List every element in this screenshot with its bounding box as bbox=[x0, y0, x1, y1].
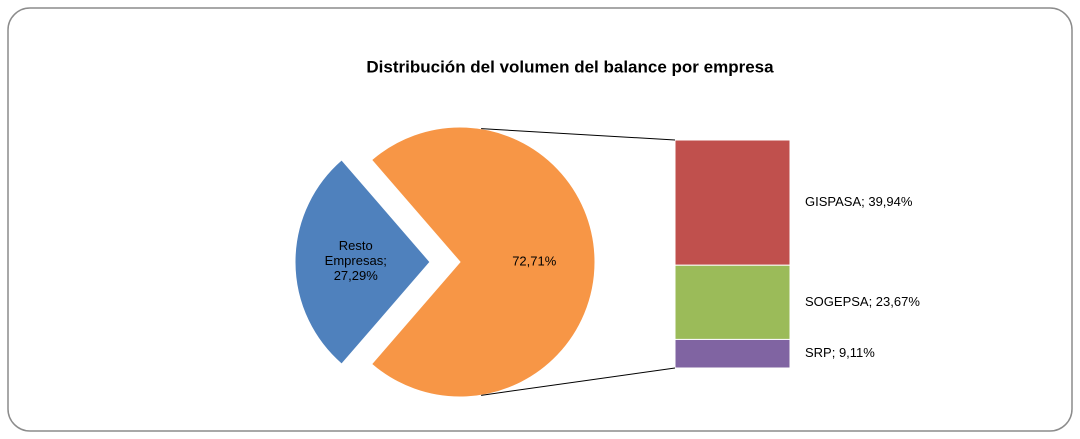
pie-slice bbox=[370, 126, 596, 398]
connector-line bbox=[481, 128, 676, 141]
data-label: SOGEPSA; 23,67% bbox=[805, 294, 920, 309]
bar-segment bbox=[674, 338, 791, 369]
data-label: 72,71% bbox=[512, 253, 557, 268]
pie-slice bbox=[294, 159, 431, 365]
data-label: Resto Empresas; 27,29% bbox=[325, 238, 387, 283]
data-label: SRP; 9,11% bbox=[805, 345, 875, 360]
chart-title: Distribución del volumen del balance por… bbox=[366, 57, 774, 76]
data-label: GISPASA; 39,94% bbox=[805, 194, 913, 209]
connector-line bbox=[481, 367, 676, 396]
bar-segment bbox=[674, 139, 791, 266]
bar-segment bbox=[674, 264, 791, 340]
